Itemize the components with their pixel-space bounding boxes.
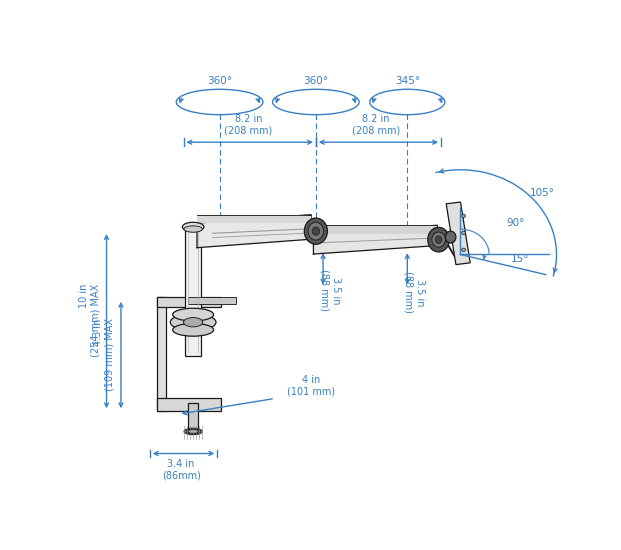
Ellipse shape xyxy=(184,226,202,232)
Text: 3.4 in
(86mm): 3.4 in (86mm) xyxy=(161,459,201,481)
Bar xyxy=(446,202,470,265)
Ellipse shape xyxy=(432,232,445,248)
Ellipse shape xyxy=(461,214,466,218)
Ellipse shape xyxy=(308,222,324,240)
Bar xyxy=(157,297,166,411)
Text: 15°: 15° xyxy=(511,254,530,263)
Bar xyxy=(157,398,221,411)
Ellipse shape xyxy=(188,430,199,433)
Ellipse shape xyxy=(184,317,202,327)
Ellipse shape xyxy=(170,314,216,331)
Text: 3.5 in
(88 mm): 3.5 in (88 mm) xyxy=(319,270,340,311)
Text: 4 in
(101 mm): 4 in (101 mm) xyxy=(287,375,335,397)
Polygon shape xyxy=(314,226,437,254)
Text: 8.2 in
(208 mm): 8.2 in (208 mm) xyxy=(352,114,400,135)
Text: 360°: 360° xyxy=(207,76,232,86)
Ellipse shape xyxy=(435,236,442,244)
Bar xyxy=(188,403,198,430)
Text: 10 in
(254 mm) MAX: 10 in (254 mm) MAX xyxy=(79,283,100,357)
Ellipse shape xyxy=(461,248,466,251)
Ellipse shape xyxy=(186,429,201,434)
Bar xyxy=(157,297,221,307)
Ellipse shape xyxy=(461,231,466,234)
Ellipse shape xyxy=(304,218,327,244)
Text: 105°: 105° xyxy=(530,188,555,198)
Ellipse shape xyxy=(173,308,214,321)
Text: 8.2 in
(208 mm): 8.2 in (208 mm) xyxy=(224,114,273,135)
Ellipse shape xyxy=(183,222,204,232)
Ellipse shape xyxy=(184,428,202,434)
Bar xyxy=(314,226,437,234)
Polygon shape xyxy=(197,214,311,248)
Bar xyxy=(197,214,311,223)
Ellipse shape xyxy=(312,227,320,235)
Ellipse shape xyxy=(445,231,456,243)
Text: 90°: 90° xyxy=(506,218,525,228)
Ellipse shape xyxy=(428,227,450,252)
Bar xyxy=(188,297,237,305)
Bar xyxy=(186,227,201,356)
Text: 345°: 345° xyxy=(395,76,420,86)
Ellipse shape xyxy=(173,323,214,336)
Text: 360°: 360° xyxy=(303,76,329,86)
Text: 3.5 in
(88 mm): 3.5 in (88 mm) xyxy=(404,271,425,313)
Text: 4.3 in
(109 mm) MAX: 4.3 in (109 mm) MAX xyxy=(93,318,115,392)
